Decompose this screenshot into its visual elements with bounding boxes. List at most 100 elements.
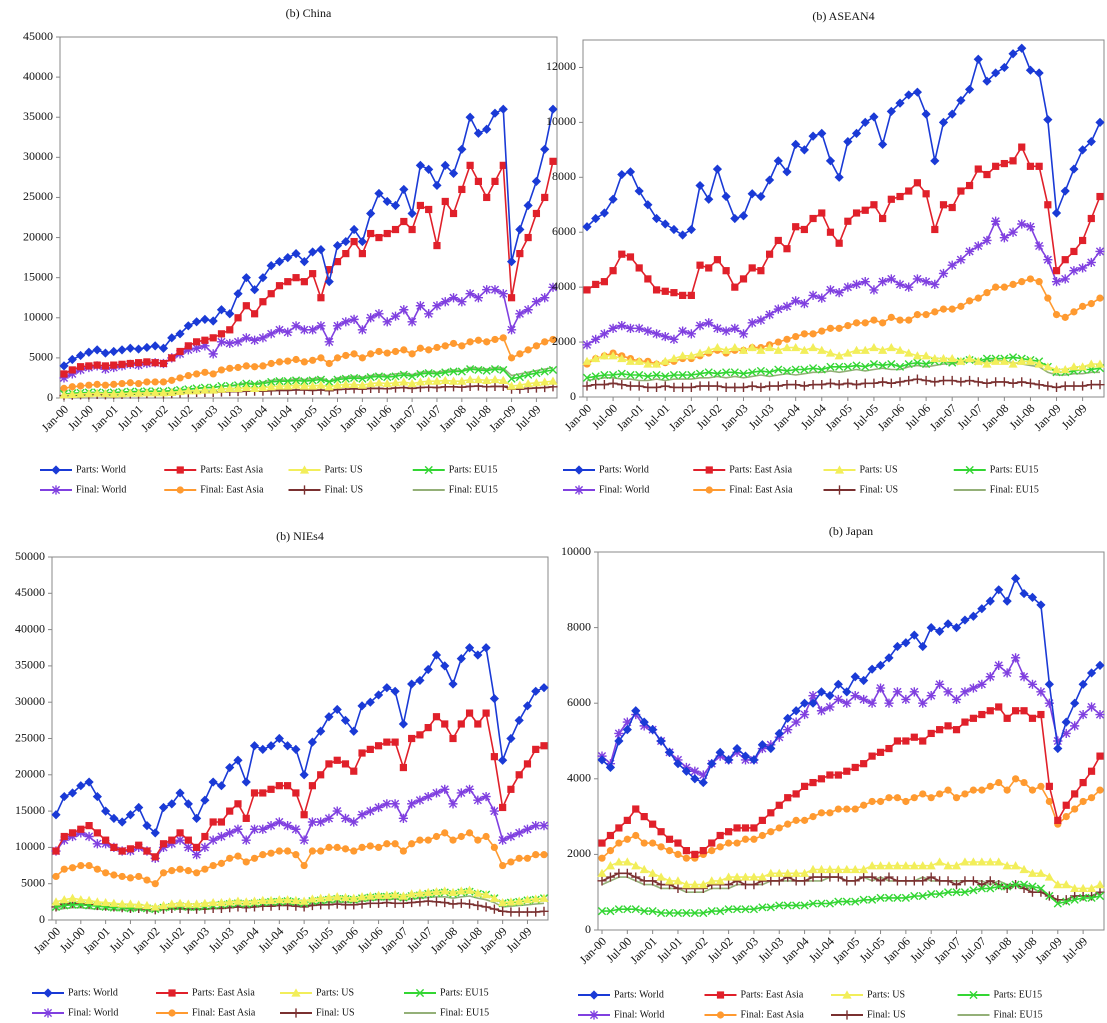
data-point [67, 389, 77, 398]
data-point [691, 850, 699, 858]
x-tick-label: Jan-08 [428, 924, 461, 957]
legend-marker [51, 465, 61, 475]
data-point [660, 356, 670, 365]
data-point [912, 374, 923, 384]
data-point [407, 897, 417, 908]
data-point [283, 782, 292, 790]
legend-marker [299, 465, 310, 474]
data-point [767, 809, 775, 817]
x-tick-label: Jan-00 [39, 402, 72, 435]
data-point [851, 345, 862, 354]
data-point [842, 876, 852, 886]
data-point [416, 344, 424, 352]
data-point [631, 905, 640, 914]
data-point [365, 697, 375, 707]
data-point [1010, 653, 1021, 663]
data-point [792, 816, 800, 824]
data-point [531, 686, 541, 696]
data-point [367, 229, 375, 238]
data-point [834, 897, 843, 906]
data-point [994, 660, 1004, 670]
data-point [835, 324, 843, 332]
data-point [960, 888, 970, 897]
data-point [640, 839, 648, 847]
data-point [938, 375, 949, 386]
data-point [383, 738, 391, 746]
legend-label: Parts: US [325, 464, 363, 475]
data-point [193, 843, 201, 851]
data-point [695, 381, 705, 391]
legend-marker [834, 465, 845, 474]
data-point [366, 745, 374, 753]
data-point [440, 897, 450, 908]
data-point [947, 375, 957, 386]
data-point [68, 900, 77, 909]
data-point [774, 365, 783, 374]
y-tick-label: 10000 [561, 544, 591, 558]
data-point [651, 213, 662, 224]
data-point [961, 718, 969, 726]
data-point [499, 803, 507, 812]
data-point [699, 847, 707, 855]
data-point [308, 381, 318, 390]
data-point [1010, 573, 1021, 584]
data-point [999, 233, 1009, 243]
data-point [217, 330, 226, 338]
data-point [722, 368, 731, 377]
data-point [887, 359, 896, 369]
data-point [750, 824, 758, 832]
data-point [850, 691, 860, 701]
data-point [125, 810, 136, 820]
data-point [951, 623, 962, 633]
data-point [704, 381, 714, 391]
data-point [852, 361, 861, 370]
data-point [947, 260, 957, 270]
legend-marker [168, 989, 176, 997]
data-point [1011, 775, 1020, 783]
data-point [151, 359, 159, 367]
data-point [622, 717, 632, 727]
data-point [84, 388, 94, 398]
data-point [767, 828, 775, 836]
data-point [1008, 378, 1018, 388]
data-point [524, 233, 532, 242]
data-point [1025, 356, 1036, 365]
data-point [816, 706, 827, 716]
data-point [540, 851, 548, 859]
data-point [985, 596, 995, 606]
data-point [282, 741, 293, 751]
data-point [175, 898, 185, 907]
data-point [884, 893, 894, 902]
data-point [118, 360, 126, 368]
data-point [333, 258, 342, 266]
data-point [648, 868, 658, 877]
data-point [332, 704, 342, 715]
x-tick-label: Jan-04 [770, 401, 803, 434]
data-point [834, 380, 844, 390]
data-point [499, 365, 508, 375]
data-point [643, 326, 653, 336]
data-point [507, 294, 516, 302]
data-point [682, 908, 691, 918]
y-tick-label: 40000 [23, 69, 53, 83]
data-point [514, 828, 524, 838]
data-point [834, 771, 842, 779]
data-point [408, 840, 416, 848]
data-point [110, 361, 118, 369]
data-point [449, 209, 458, 218]
data-point [982, 378, 992, 388]
data-point [67, 831, 78, 842]
data-point [1078, 362, 1088, 371]
data-point [867, 698, 877, 708]
data-point [1078, 891, 1088, 901]
data-point [275, 782, 283, 790]
data-point [758, 816, 766, 824]
data-point [307, 737, 318, 747]
legend-label: Final: East Asia [729, 484, 793, 495]
data-point [623, 835, 631, 843]
data-point [316, 893, 326, 902]
data-point [799, 345, 809, 354]
data-point [515, 854, 523, 862]
data-point [332, 806, 342, 816]
